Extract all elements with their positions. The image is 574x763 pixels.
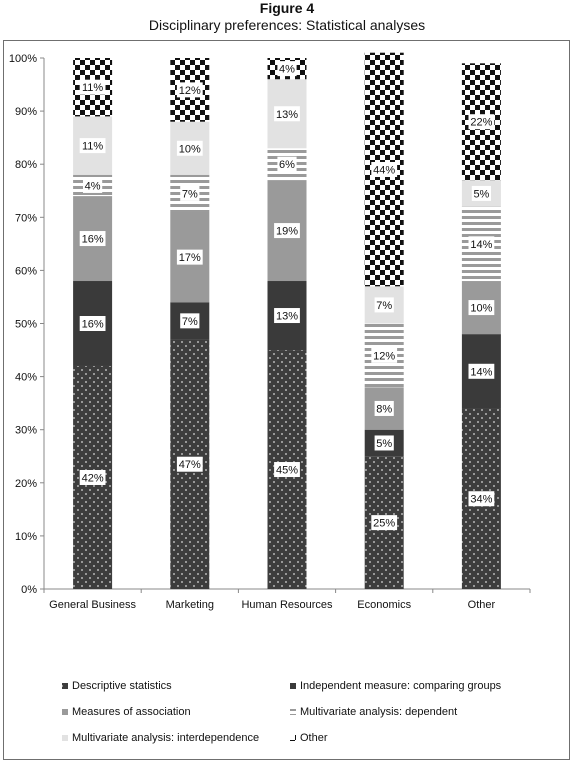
data-label: 42% [82,472,104,484]
data-label: 10% [470,303,492,315]
legend-label: Descriptive statistics [72,680,172,692]
data-label-box [79,316,106,331]
data-label-box [371,162,398,178]
data-label-box [274,308,300,324]
y-tick-label: 80% [15,159,37,171]
legend-label: Multivariate analysis: interdependence [72,732,259,744]
legend-label: Independent measure: comparing groups [300,680,502,692]
legend-label: Other [300,732,328,744]
data-label: 10% [179,143,201,155]
data-label-box [468,236,495,252]
x-category-label: Economics [357,599,411,611]
data-label: 8% [376,403,392,415]
data-label-box [176,82,203,98]
data-label-box [374,297,394,313]
data-label: 13% [276,311,298,323]
y-tick-label: 0% [21,584,37,596]
data-label-box [274,223,300,239]
data-label: 14% [470,366,492,378]
legend-label: Multivariate analysis: dependent [300,706,457,718]
data-label: 4% [279,64,295,76]
data-label: 22% [470,117,492,129]
data-label-box [371,347,398,363]
y-tick-label: 20% [15,478,37,490]
data-label: 13% [276,109,298,121]
y-tick-label: 70% [15,212,37,224]
chart-frame [3,40,570,760]
legend-label: Measures of association [72,706,191,718]
data-label: 17% [179,252,201,264]
data-label: 47% [179,459,201,471]
x-category-label: Marketing [166,599,214,611]
data-label-box [176,249,203,265]
data-label-box [83,177,103,193]
data-label: 25% [373,518,395,530]
figure-number: Figure 4 [259,0,315,16]
x-category-label: General Business [49,599,136,611]
data-label-box [274,462,300,478]
data-label: 12% [373,350,395,362]
data-label-box [374,435,394,451]
legend-swatch [62,683,68,689]
x-category-label: Human Resources [241,599,333,611]
data-label-box [79,138,106,154]
data-label: 12% [179,85,201,97]
data-label-box [471,185,491,201]
y-tick-label: 40% [15,372,37,384]
legend-swatch [290,735,296,741]
y-tick-label: 100% [9,53,37,65]
legend-swatch [62,709,68,715]
data-label-box [374,400,394,416]
data-label: 11% [82,82,103,94]
data-label-box [277,61,297,77]
data-label: 7% [182,316,198,328]
data-label-box [180,313,200,329]
y-tick-label: 10% [15,531,37,543]
legend-swatch [290,709,296,715]
data-label: 5% [376,438,392,450]
chart-title: Disciplinary preferences: Statistical an… [148,17,426,33]
y-tick-label: 60% [15,265,37,277]
data-label-box [277,156,297,172]
data-label: 5% [473,188,489,200]
data-label: 7% [376,300,392,312]
y-tick-label: 30% [15,425,37,437]
data-label-box [371,515,398,531]
data-label-box [176,140,203,156]
figure-header: Figure 4 Disciplinary preferences: Stati… [0,0,574,34]
data-label-box [79,469,106,485]
data-label: 14% [470,239,492,251]
data-label: 11% [82,141,103,153]
data-label-box [274,106,300,122]
legend-swatch [62,735,68,741]
data-label: 6% [279,159,295,171]
data-label-box [468,491,495,507]
data-label: 19% [276,226,298,238]
x-category-label: Other [468,599,496,611]
data-label-box [176,456,203,472]
data-label-box [468,114,495,130]
data-label: 16% [82,234,104,246]
data-label-box [468,300,495,316]
y-tick-label: 50% [15,319,37,331]
data-label-box [180,185,200,201]
data-label: 34% [470,494,492,506]
data-label-box [468,363,495,379]
data-label-box [79,231,106,247]
data-label: 16% [82,319,104,331]
data-label: 7% [182,188,198,200]
legend-swatch [290,683,296,689]
data-label: 44% [373,165,395,177]
y-tick-label: 90% [15,106,37,118]
data-label: 45% [276,465,298,477]
data-label: 4% [85,180,101,192]
data-label-box [79,79,106,95]
